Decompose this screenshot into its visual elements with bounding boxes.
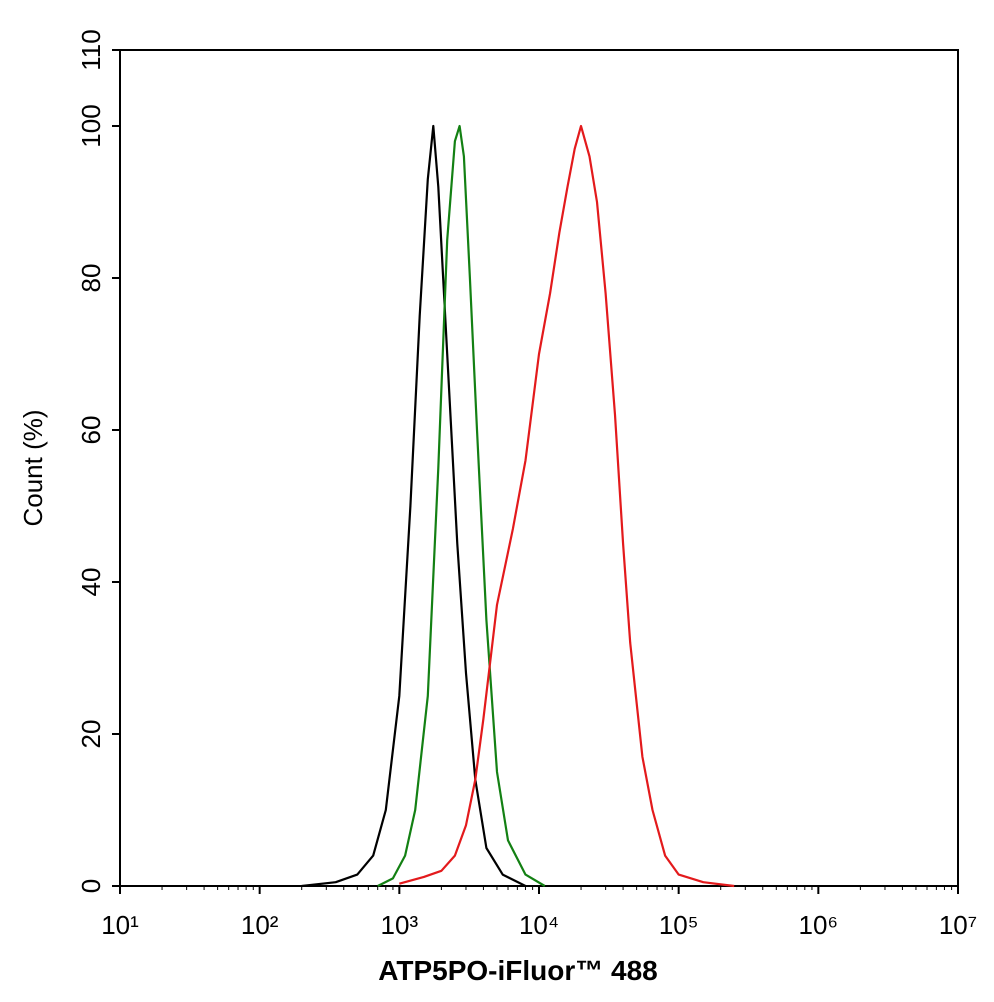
x-tick-label: 10¹ — [101, 910, 139, 940]
y-axis-label: Count (%) — [18, 409, 48, 526]
x-tick-label: 10⁵ — [659, 910, 699, 940]
x-tick-label: 10⁴ — [519, 910, 559, 940]
x-axis-label: ATP5PO-iFluor™ 488 — [378, 955, 658, 986]
y-tick-label: 0 — [76, 879, 106, 893]
y-tick-label: 100 — [76, 104, 106, 147]
x-tick-label: 10³ — [381, 910, 419, 940]
histogram-line — [377, 124, 546, 887]
y-tick-label: 20 — [76, 720, 106, 749]
x-tick-label: 10⁶ — [799, 910, 839, 940]
y-tick-label: 40 — [76, 568, 106, 597]
x-tick-label: 10⁷ — [939, 910, 977, 940]
plot-frame — [119, 49, 959, 887]
histogram-line — [301, 124, 526, 888]
y-tick-label: 110 — [76, 29, 106, 70]
y-tick-label: 60 — [76, 416, 106, 445]
x-tick-label: 10² — [241, 910, 279, 940]
histogram-line — [399, 124, 735, 888]
y-tick-label: 80 — [76, 264, 106, 293]
